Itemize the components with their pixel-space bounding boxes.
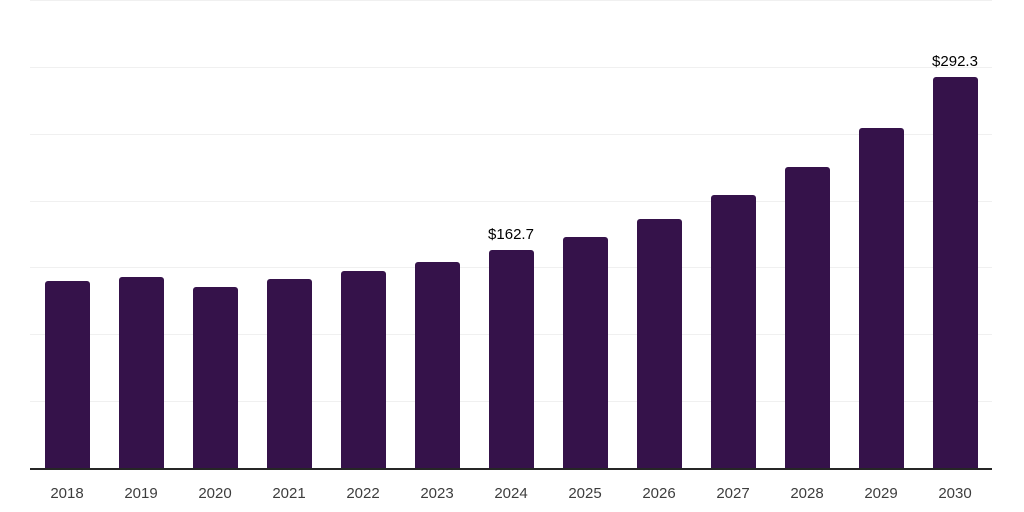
bar-2029 xyxy=(858,127,904,468)
bar-2022 xyxy=(340,270,386,468)
data-label-2024: $162.7 xyxy=(488,226,534,244)
bar-2028 xyxy=(784,166,830,468)
x-axis-label-2018: 2018 xyxy=(50,485,84,502)
x-axis-label-2023: 2023 xyxy=(420,485,454,502)
bar-2021 xyxy=(266,278,312,468)
x-axis-label-2020: 2020 xyxy=(198,485,232,502)
x-axis-label-2019: 2019 xyxy=(124,485,158,502)
x-axis-label-2028: 2028 xyxy=(790,485,824,502)
gridline-300 xyxy=(30,66,992,68)
x-axis-label-2030: 2030 xyxy=(938,485,972,502)
bar-2020 xyxy=(192,286,238,468)
gridline-350 xyxy=(30,0,992,1)
gridline-250 xyxy=(30,133,992,135)
bar-2024 xyxy=(488,250,534,468)
x-axis: 2018 2019 2020 2021 2022 2023 2024 2025 2026 2027… xyxy=(30,486,992,504)
x-axis-label-2024: 2024 xyxy=(494,485,528,502)
x-axis-label-2026: 2026 xyxy=(642,485,676,502)
gridline-200 xyxy=(30,200,992,202)
bar-2026 xyxy=(636,219,682,468)
bar-2023 xyxy=(414,262,460,468)
bar-2025 xyxy=(562,237,608,468)
x-axis-label-2025: 2025 xyxy=(568,485,602,502)
x-axis-label-2027: 2027 xyxy=(716,485,750,502)
bar-2030 xyxy=(932,77,978,468)
data-label-2030: $292.3 xyxy=(932,53,978,71)
x-axis-label-2021: 2021 xyxy=(272,485,306,502)
bar-2019 xyxy=(118,276,164,468)
x-axis-label-2022: 2022 xyxy=(346,485,380,502)
bar-2027 xyxy=(710,195,756,468)
x-axis-label-2029: 2029 xyxy=(864,485,898,502)
bar-2018 xyxy=(44,280,90,468)
plot-area: $162.7 $292.3 xyxy=(30,0,992,470)
